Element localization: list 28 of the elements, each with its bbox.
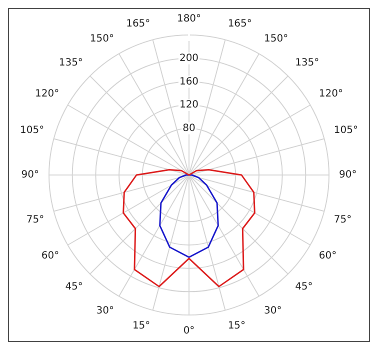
spoke-label: 150° xyxy=(90,34,114,45)
spoke-label: 60° xyxy=(41,250,60,262)
spoke-label: 60° xyxy=(318,250,337,262)
spoke-label: 120° xyxy=(318,88,343,100)
spoke-label: 105° xyxy=(20,124,44,136)
spoke-label: 165° xyxy=(228,18,252,30)
spoke-label: 135° xyxy=(58,58,83,69)
y-tick-label: 160 xyxy=(179,76,199,88)
spoke-label: 165° xyxy=(126,18,150,30)
spoke-label: 75° xyxy=(26,214,44,226)
spoke-label: 0° xyxy=(183,326,195,337)
spoke-label: 30° xyxy=(264,306,282,316)
spoke-label: 90° xyxy=(21,170,39,181)
y-tick-label: 80 xyxy=(182,122,196,134)
spoke-label: 120° xyxy=(35,88,60,100)
spoke-label: 15° xyxy=(132,320,150,332)
spoke-label: 45° xyxy=(295,282,313,293)
spoke-label: 105° xyxy=(334,124,358,136)
y-tick-label: 200 xyxy=(179,52,199,64)
spoke-label: 30° xyxy=(96,306,114,316)
spoke-label: 15° xyxy=(228,320,246,332)
spoke-label: 75° xyxy=(334,214,352,226)
spoke-label: 90° xyxy=(339,170,357,181)
spoke-label: 45° xyxy=(65,282,83,293)
spoke-label: 150° xyxy=(264,34,288,45)
spoke-label: 180° xyxy=(176,14,202,25)
spoke-label: 135° xyxy=(295,58,320,69)
y-tick-label: 120 xyxy=(179,100,199,111)
